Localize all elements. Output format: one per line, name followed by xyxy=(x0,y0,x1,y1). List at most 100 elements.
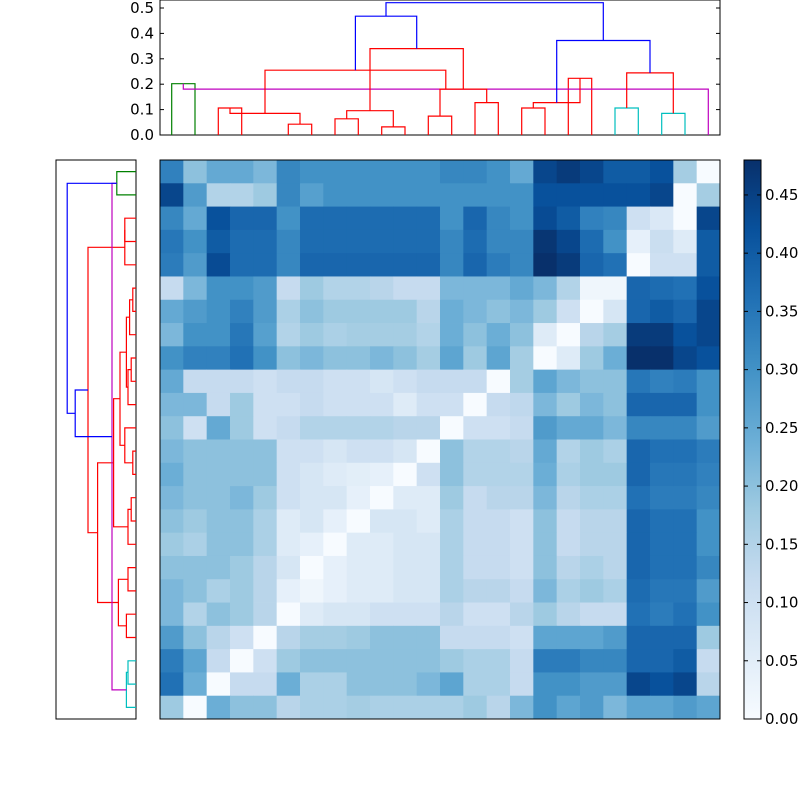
heatmap-cell xyxy=(370,276,394,301)
heatmap-cell xyxy=(510,183,534,207)
heatmap-cell xyxy=(556,369,581,394)
heatmap-cell xyxy=(650,323,674,347)
heatmap-cell xyxy=(416,555,441,580)
heatmap-cell xyxy=(370,649,394,673)
heatmap-cell xyxy=(533,672,558,697)
heatmap-cell xyxy=(650,649,674,673)
heatmap-cell xyxy=(206,253,231,277)
heatmap-cell xyxy=(696,160,721,184)
heatmap-cell xyxy=(160,509,184,534)
heatmap-cell xyxy=(440,416,464,440)
heatmap-cell xyxy=(533,416,558,440)
heatmap-cell xyxy=(416,532,441,557)
heatmap-cell xyxy=(416,183,441,207)
heatmap-cell xyxy=(486,486,511,510)
heatmap-cell xyxy=(486,369,511,394)
heatmap-cell xyxy=(533,392,558,417)
heatmap-cell xyxy=(370,602,394,627)
heatmap-cell xyxy=(626,672,651,697)
heatmap-cell xyxy=(253,462,278,487)
heatmap-cell xyxy=(510,649,534,673)
top-dendrogram-link xyxy=(474,102,499,135)
heatmap-cell xyxy=(370,625,394,650)
heatmap-cell xyxy=(673,183,698,207)
heatmap-cell xyxy=(556,323,581,347)
heatmap-cell xyxy=(416,392,441,417)
heatmap-cell xyxy=(393,462,418,487)
top-dendrogram-link xyxy=(381,126,406,135)
heatmap-cell xyxy=(206,369,231,394)
heatmap-cell xyxy=(673,253,698,277)
heatmap-cell xyxy=(533,160,558,184)
heatmap-cell xyxy=(650,416,674,440)
heatmap-cell xyxy=(673,369,698,394)
heatmap-cell xyxy=(183,509,208,534)
heatmap-cell xyxy=(626,509,651,534)
heatmap-cell xyxy=(556,486,581,510)
left-dendrogram-link xyxy=(124,229,136,266)
heatmap-cell xyxy=(160,649,184,673)
heatmap-cell xyxy=(650,229,674,254)
heatmap-cell xyxy=(486,462,511,487)
heatmap-cell xyxy=(650,602,674,627)
heatmap-cell xyxy=(346,439,371,464)
heatmap-cell xyxy=(533,532,558,557)
heatmap-cell xyxy=(300,602,324,627)
heatmap-cell xyxy=(510,323,534,347)
heatmap-cell xyxy=(416,579,441,603)
heatmap-cell xyxy=(253,299,278,324)
heatmap-cell xyxy=(556,183,581,207)
colorbar-tick-label: 0.05 xyxy=(765,652,798,670)
heatmap-cell xyxy=(393,253,418,277)
top-y-tick-label: 0.4 xyxy=(130,24,154,42)
heatmap-cell xyxy=(160,160,184,184)
heatmap-cell xyxy=(416,602,441,627)
left-dendrogram-link xyxy=(74,389,112,438)
heatmap-cell xyxy=(556,509,581,534)
heatmap-cell xyxy=(370,323,394,347)
heatmap-cell xyxy=(463,462,488,487)
heatmap-cell xyxy=(650,625,674,650)
heatmap-cell xyxy=(323,555,348,580)
heatmap-cell xyxy=(673,276,698,301)
heatmap-cell xyxy=(440,579,464,603)
heatmap-cell xyxy=(533,486,558,510)
heatmap-cell xyxy=(533,649,558,673)
heatmap-cell xyxy=(183,695,208,720)
heatmap-cell xyxy=(276,625,301,650)
heatmap-cell xyxy=(673,346,698,371)
heatmap-cell xyxy=(183,625,208,650)
left-dendrogram-link xyxy=(130,497,136,522)
heatmap-cell xyxy=(346,392,371,417)
heatmap-cell xyxy=(300,229,324,254)
heatmap-cell xyxy=(230,579,254,603)
heatmap-cell xyxy=(673,416,698,440)
heatmap-cell xyxy=(416,486,441,510)
heatmap-cell xyxy=(440,276,464,301)
heatmap-cell xyxy=(463,555,488,580)
heatmap-cell xyxy=(440,672,464,697)
heatmap-cell xyxy=(650,579,674,603)
heatmap-cell xyxy=(533,369,558,394)
heatmap-cell xyxy=(253,509,278,534)
heatmap-cell xyxy=(603,649,628,673)
heatmap-cell xyxy=(370,555,394,580)
heatmap-cell xyxy=(253,649,278,673)
left-dendrogram-link xyxy=(124,427,136,464)
heatmap-cell xyxy=(650,369,674,394)
heatmap-cell xyxy=(580,439,604,464)
heatmap-cell xyxy=(300,439,324,464)
heatmap-cell xyxy=(696,299,721,324)
left-dendrogram-link xyxy=(124,217,136,243)
heatmap-cell xyxy=(206,323,231,347)
heatmap-cell xyxy=(626,276,651,301)
heatmap-cell xyxy=(486,602,511,627)
heatmap-cell xyxy=(253,229,278,254)
heatmap-cell xyxy=(463,532,488,557)
heatmap-cell xyxy=(346,323,371,347)
heatmap-cell xyxy=(603,672,628,697)
heatmap-cell xyxy=(370,672,394,697)
heatmap-cell xyxy=(323,695,348,720)
heatmap-cell xyxy=(556,416,581,440)
heatmap-cell xyxy=(346,206,371,231)
